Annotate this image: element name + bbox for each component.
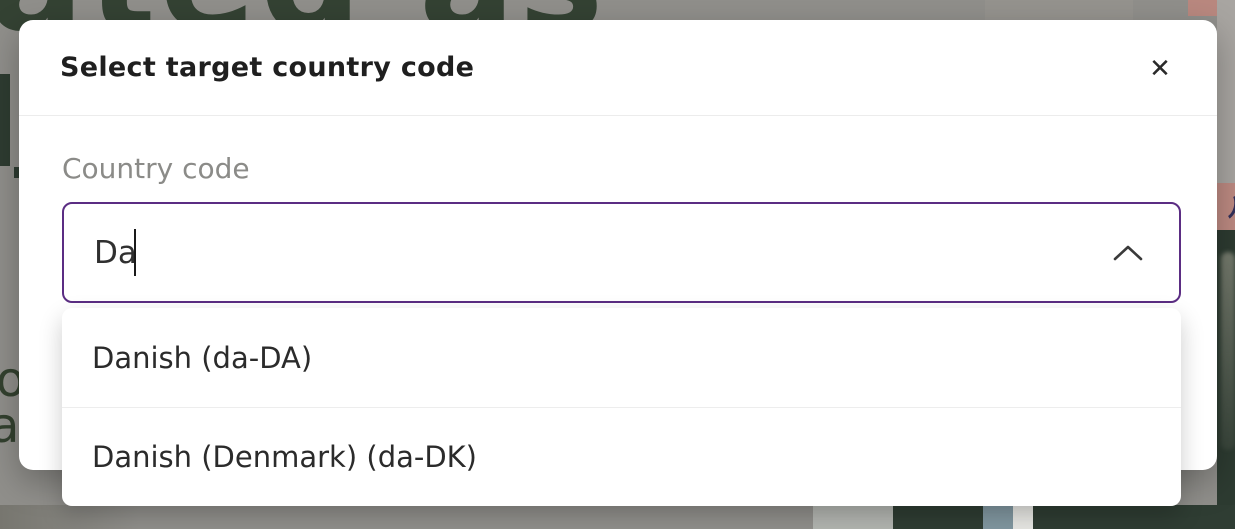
background-band: [1013, 505, 1033, 529]
close-button[interactable]: ✕: [1143, 51, 1177, 85]
background-illustration-fragment: [1217, 183, 1235, 233]
dialog-header: Select target country code ✕: [19, 20, 1217, 116]
dropdown-toggle-button[interactable]: [1100, 225, 1156, 281]
background-band: [893, 505, 983, 529]
background-band: [813, 505, 893, 529]
close-icon: ✕: [1149, 52, 1171, 83]
chevron-up-icon: [1113, 245, 1143, 261]
background-letter-fragment: [0, 74, 10, 166]
background-band: [0, 505, 140, 529]
option-danish-da-da[interactable]: Danish (da-DA): [92, 340, 313, 375]
country-code-label: Country code: [62, 152, 250, 185]
background-card-fragment: [985, 0, 1133, 20]
illustration-line: [1217, 186, 1235, 224]
country-code-listbox: Danish (da-DA) Danish (Denmark) (da-DK): [62, 308, 1181, 506]
background-illustration-fragment: [1221, 252, 1235, 450]
background-right-strip: [1217, 0, 1235, 186]
option-danish-da-dk[interactable]: Danish (Denmark) (da-DK): [62, 407, 1181, 505]
dialog-title: Select target country code: [60, 52, 475, 83]
background-letter-fragment: [14, 167, 23, 178]
background-band: [1033, 505, 1235, 529]
background-band: [983, 505, 1013, 529]
country-code-input[interactable]: [62, 202, 1181, 303]
text-cursor: [134, 229, 136, 276]
